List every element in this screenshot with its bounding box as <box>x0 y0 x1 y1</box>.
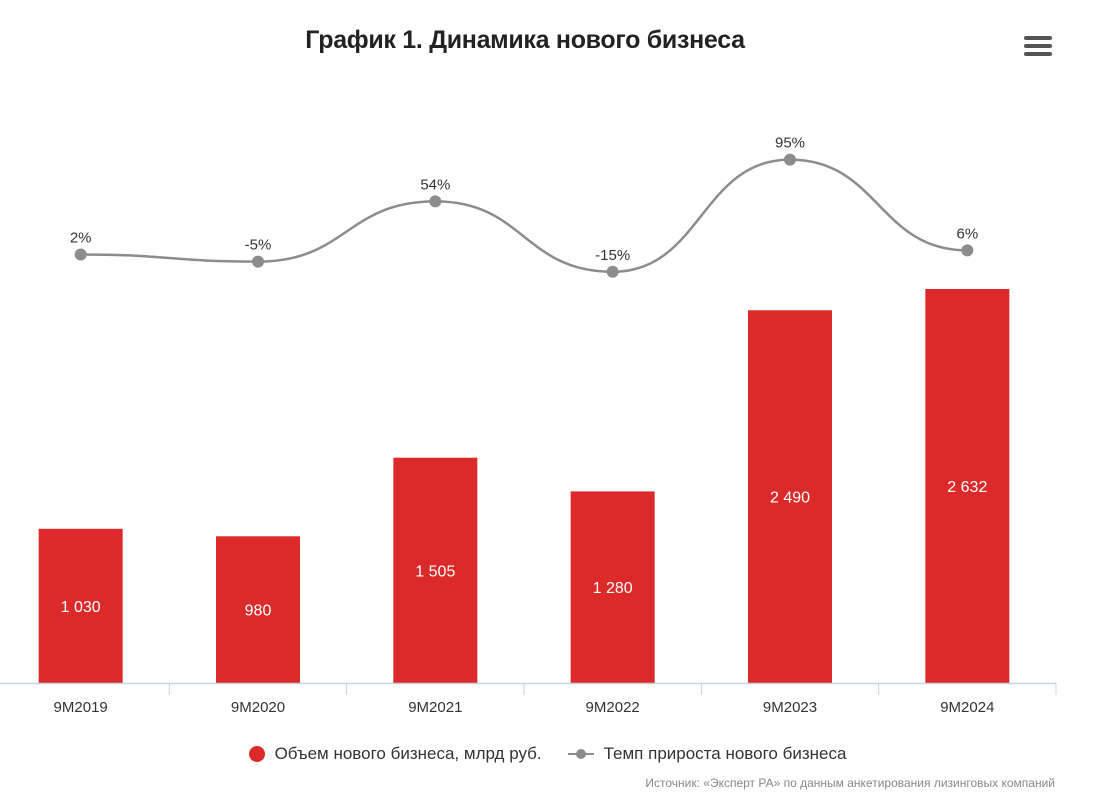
bar-label-9M2020: 980 <box>245 603 272 620</box>
x-tick-label-9M2023: 9M2023 <box>763 699 817 716</box>
bar-label-9M2024: 2 632 <box>947 479 987 496</box>
x-tick-label-9M2019: 9M2019 <box>54 699 108 716</box>
bar-9M2024[interactable] <box>925 289 1010 683</box>
bar-9M2020[interactable] <box>216 536 300 683</box>
growth-point-9M2021[interactable] <box>429 195 442 208</box>
growth-label-9M2021: 54% <box>420 176 450 193</box>
chart-plot: 1 030 980 1 505 1 280 2 490 2 632 9M2019 9M202… <box>0 135 1057 716</box>
x-tick-label-9M2020: 9M2020 <box>231 699 285 716</box>
growth-point-9M2024[interactable] <box>961 244 974 257</box>
source-note: Источник: «Эксперт РА» по данным анкетир… <box>645 776 1055 790</box>
bar-label-9M2019: 1 030 <box>61 599 101 616</box>
x-tick-label-9M2022: 9M2022 <box>586 699 640 716</box>
legend-item-volume[interactable]: Объем нового бизнеса, млрд руб. <box>248 744 542 764</box>
bar-9M2022[interactable] <box>570 491 655 683</box>
growth-label-9M2019: 2% <box>70 229 92 246</box>
legend-label-volume: Объем нового бизнеса, млрд руб. <box>274 744 542 763</box>
bar-9M2021[interactable] <box>393 457 478 683</box>
bar-label-9M2023: 2 490 <box>770 490 810 507</box>
legend-marker-growth <box>567 746 594 762</box>
growth-label-9M2023: 95% <box>775 135 805 152</box>
bar-9M2023[interactable] <box>748 310 832 683</box>
growth-label-9M2022: -15% <box>595 247 630 264</box>
growth-point-9M2020[interactable] <box>252 255 264 268</box>
bar-label-9M2022: 1 280 <box>593 580 633 597</box>
growth-line <box>80 158 968 274</box>
growth-label-9M2024: 6% <box>956 225 978 242</box>
x-tick-label-9M2021: 9M2021 <box>408 699 462 716</box>
chart-title: График 1. Динамика нового бизнеса <box>305 26 745 54</box>
legend-marker-volume <box>248 746 265 762</box>
growth-point-9M2019[interactable] <box>74 248 87 261</box>
bar-label-9M2021: 1 505 <box>415 563 455 580</box>
growth-point-9M2023[interactable] <box>784 153 796 166</box>
legend-label-growth: Темп прироста нового бизнеса <box>603 744 847 763</box>
x-tick-label-9M2024: 9M2024 <box>940 699 994 716</box>
growth-point-9M2022[interactable] <box>606 265 619 278</box>
chart-legend: Объем нового бизнеса, млрд руб. Темп при… <box>0 744 1095 764</box>
hamburger-menu-icon[interactable] <box>1024 36 1052 62</box>
legend-item-growth[interactable]: Темп прироста нового бизнеса <box>567 744 847 764</box>
growth-label-9M2020: -5% <box>245 237 272 254</box>
bar-9M2019[interactable] <box>38 528 123 683</box>
